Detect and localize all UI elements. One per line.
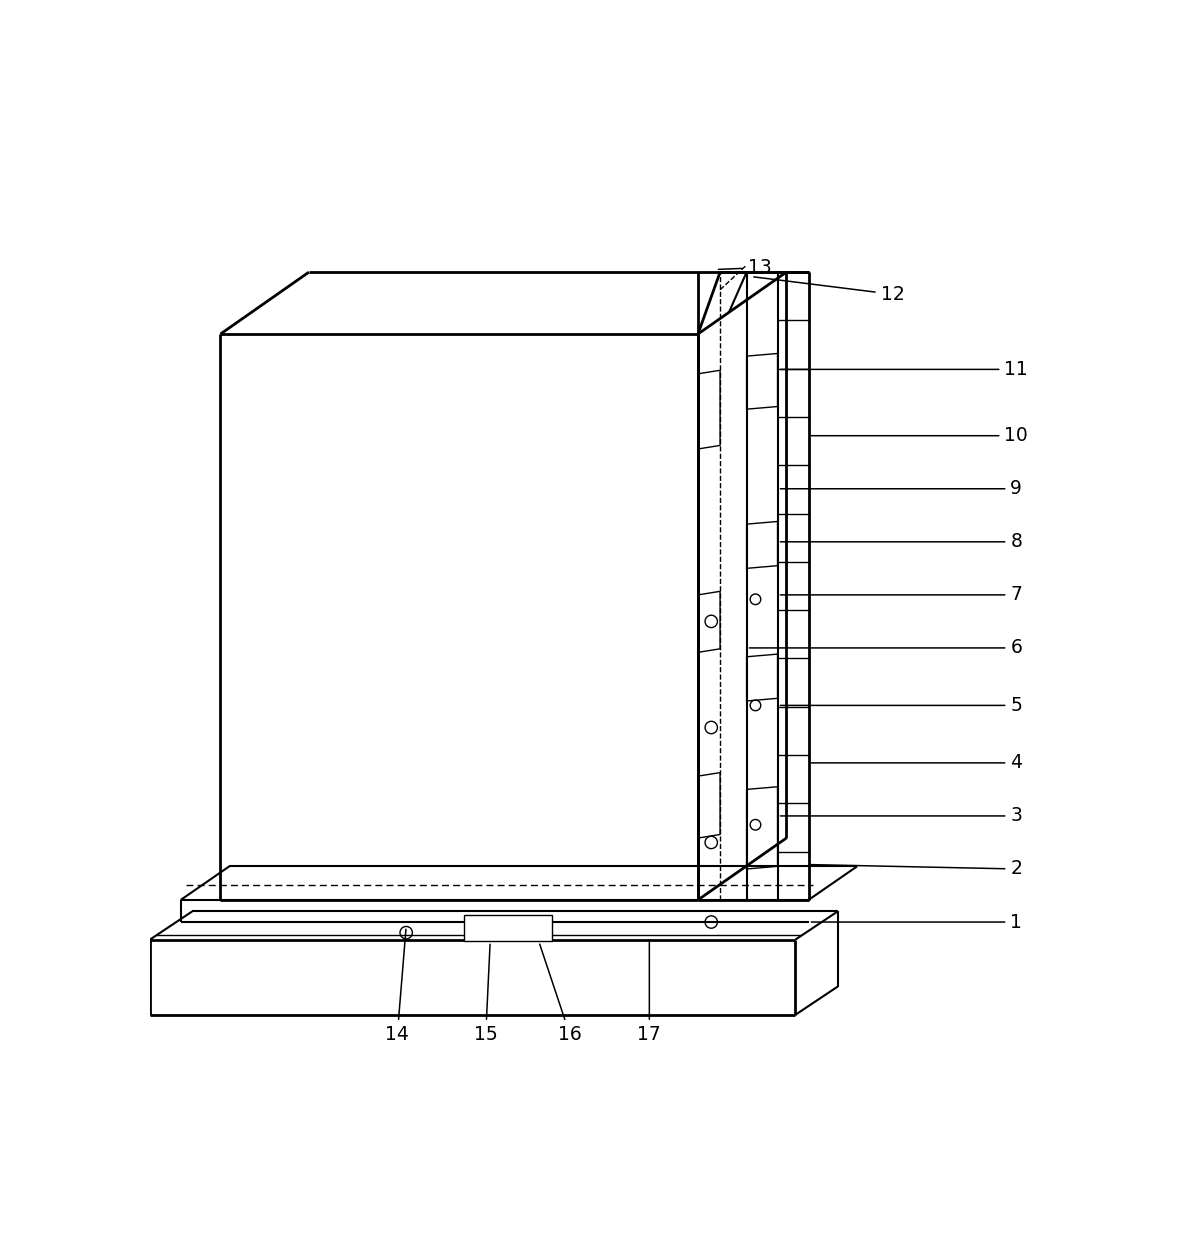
Text: 13: 13: [719, 258, 772, 277]
Bar: [464, 915, 552, 941]
Text: 1: 1: [811, 912, 1022, 931]
Text: 2: 2: [811, 860, 1022, 879]
Text: 12: 12: [754, 277, 904, 303]
Text: 5: 5: [780, 696, 1022, 715]
Text: 9: 9: [780, 479, 1022, 498]
Text: 3: 3: [780, 806, 1022, 825]
Text: 8: 8: [780, 533, 1022, 552]
Text: 14: 14: [386, 930, 410, 1043]
Text: 4: 4: [811, 754, 1022, 773]
Text: 16: 16: [539, 945, 582, 1043]
Text: 11: 11: [780, 359, 1028, 379]
Text: 17: 17: [637, 940, 661, 1043]
Text: 15: 15: [474, 945, 497, 1043]
Text: 7: 7: [780, 585, 1022, 604]
Text: 10: 10: [811, 427, 1028, 446]
Text: 6: 6: [750, 639, 1022, 658]
